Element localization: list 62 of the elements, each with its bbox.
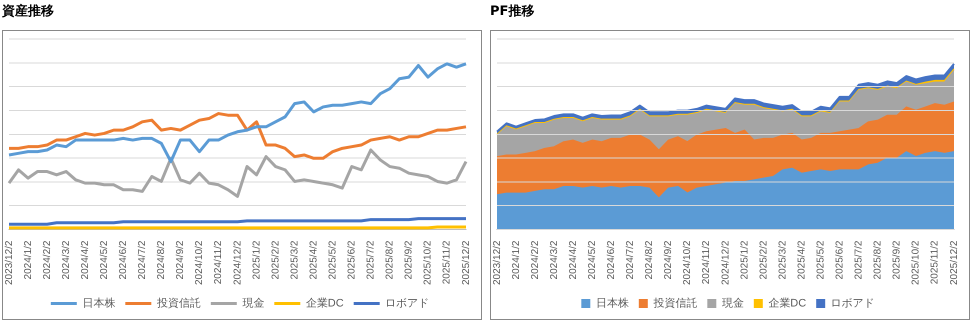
x-tick-label: 2025/12/2 bbox=[948, 240, 960, 286]
x-tick-label: 2024/7/2 bbox=[625, 240, 636, 280]
x-tick-label: 2025/2/2 bbox=[758, 240, 770, 280]
x-tick-label: 2025/5/2 bbox=[327, 240, 338, 280]
x-tick-label: 2025/1/2 bbox=[739, 240, 750, 280]
x-tick-label: 2024/4/2 bbox=[568, 240, 579, 280]
x-tick-label: 2024/11/2 bbox=[213, 240, 224, 284]
legend-label: 現金 bbox=[242, 298, 264, 310]
legend-label: 日本株 bbox=[82, 296, 116, 310]
legend-label: 企業DC bbox=[768, 298, 806, 310]
x-tick-label: 2025/7/2 bbox=[366, 240, 377, 280]
legend-label: 日本株 bbox=[596, 296, 629, 310]
x-tick-label: 2024/6/2 bbox=[118, 240, 129, 280]
x-tick-label: 2024/12/2 bbox=[232, 240, 244, 286]
x-tick-label: 2025/9/2 bbox=[892, 240, 903, 280]
x-tick-label: 2025/12/2 bbox=[460, 240, 472, 286]
x-tick-label: 2024/8/2 bbox=[644, 240, 656, 280]
x-tick-label: 2024/2/2 bbox=[42, 240, 53, 280]
x-tick-label: 2025/7/2 bbox=[854, 240, 865, 280]
legend-label: ロボアド bbox=[830, 298, 875, 310]
x-tick-label: 2023/12/2 bbox=[492, 240, 503, 286]
x-tick-label: 2024/1/2 bbox=[22, 240, 34, 280]
x-tick-label: 2024/1/2 bbox=[510, 240, 522, 280]
x-tick-label: 2025/10/2 bbox=[422, 240, 434, 286]
chart-title: PF推移 bbox=[490, 3, 534, 20]
x-tick-label: 2025/4/2 bbox=[308, 240, 320, 280]
chart-title: 資産推移 bbox=[2, 2, 54, 20]
x-tick-label: 2025/3/2 bbox=[777, 240, 788, 280]
x-tick-label: 2024/4/2 bbox=[80, 240, 91, 280]
x-tick-label: 2024/3/2 bbox=[60, 240, 72, 280]
legend-label: ロボアド bbox=[385, 298, 430, 310]
x-tick-label: 2023/12/2 bbox=[4, 240, 15, 286]
x-tick-label: 2025/2/2 bbox=[270, 240, 282, 280]
legend-label: 投資信託 bbox=[156, 296, 201, 310]
x-tick-label: 2024/8/2 bbox=[156, 240, 168, 280]
x-tick-label: 2025/3/2 bbox=[289, 240, 300, 280]
legend-label: 企業DC bbox=[306, 298, 344, 310]
x-tick-label: 2025/9/2 bbox=[404, 240, 415, 280]
x-tick-label: 2024/5/2 bbox=[98, 240, 110, 280]
x-tick-label: 2025/8/2 bbox=[384, 240, 396, 280]
x-tick-label: 2024/6/2 bbox=[606, 240, 617, 280]
x-tick-label: 2025/6/2 bbox=[346, 240, 358, 280]
x-tick-label: 2024/2/2 bbox=[530, 240, 541, 280]
x-tick-label: 2025/10/2 bbox=[910, 240, 922, 286]
x-tick-label: 2024/7/2 bbox=[137, 240, 148, 280]
x-tick-label: 2024/3/2 bbox=[548, 240, 560, 280]
x-tick-label: 2024/10/2 bbox=[682, 240, 694, 286]
x-tick-label: 2025/11/2 bbox=[442, 240, 453, 284]
x-tick-label: 2025/8/2 bbox=[872, 240, 884, 280]
x-tick-label: 2025/1/2 bbox=[251, 240, 262, 280]
x-tick-label: 2024/5/2 bbox=[586, 240, 598, 280]
x-tick-label: 2024/9/2 bbox=[663, 240, 674, 280]
x-tick-label: 2024/10/2 bbox=[194, 240, 206, 286]
x-tick-label: 2024/11/2 bbox=[701, 240, 712, 284]
x-tick-label: 2025/5/2 bbox=[815, 240, 826, 280]
x-tick-label: 2025/11/2 bbox=[930, 240, 941, 284]
x-tick-label: 2024/12/2 bbox=[720, 240, 732, 286]
x-tick-label: 2024/9/2 bbox=[175, 240, 186, 280]
x-tick-label: 2025/6/2 bbox=[834, 240, 846, 280]
x-tick-label: 2025/4/2 bbox=[796, 240, 808, 280]
legend-label: 現金 bbox=[722, 298, 744, 310]
legend-label: 投資信託 bbox=[652, 296, 698, 310]
